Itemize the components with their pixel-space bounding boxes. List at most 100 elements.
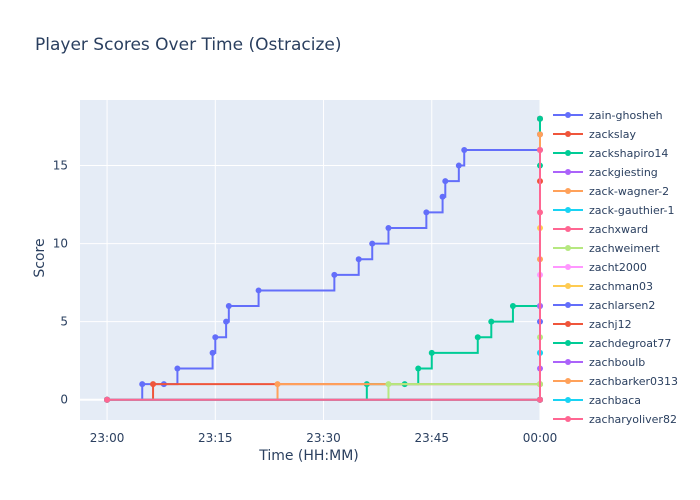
legend-label: zachweimert	[589, 242, 660, 255]
data-point	[255, 287, 262, 294]
legend-marker	[565, 378, 571, 384]
x-tick-label: 00:00	[523, 431, 558, 445]
legend-marker	[565, 112, 571, 118]
data-point	[174, 365, 181, 372]
legend-label: zackslay	[589, 128, 636, 141]
legend-item[interactable]: zachbarker0313	[553, 375, 678, 388]
legend-marker	[565, 302, 571, 308]
legend-item[interactable]: zachweimert	[553, 242, 660, 255]
series-zacharyoliver82	[104, 146, 543, 403]
data-point	[537, 146, 543, 153]
legend-marker	[565, 226, 571, 232]
legend-label: zain-ghosheh	[589, 109, 663, 122]
legend-label: zacharyoliver82	[589, 413, 677, 426]
legend-marker	[565, 150, 571, 156]
legend-label: zacht2000	[589, 261, 647, 274]
legend-marker	[565, 245, 571, 251]
data-point	[488, 318, 495, 325]
data-point	[139, 381, 146, 388]
legend-label: zack-wagner-2	[589, 185, 669, 198]
legend-item[interactable]: zackgiesting	[553, 166, 658, 179]
legend-label: zachxward	[589, 223, 648, 236]
data-point	[150, 381, 157, 388]
data-point	[331, 271, 338, 278]
legend-item[interactable]: zacht2000	[553, 261, 647, 274]
legend-label: zackgiesting	[589, 166, 658, 179]
data-point	[225, 303, 232, 310]
y-tick-label: 5	[60, 315, 68, 329]
legend-marker	[565, 283, 571, 289]
y-tick-label: 10	[53, 237, 68, 251]
y-axis-title: Score	[32, 238, 48, 277]
y-tick-label: 15	[53, 159, 68, 173]
data-point	[442, 178, 449, 185]
legend-item[interactable]: zachbaca	[553, 394, 641, 407]
data-point	[537, 396, 543, 403]
legend-item[interactable]: zachboulb	[553, 356, 645, 369]
data-point	[212, 334, 219, 341]
legend-marker	[565, 416, 571, 422]
data-point	[385, 381, 392, 388]
legend-item[interactable]: zackslay	[553, 128, 636, 141]
data-point	[355, 256, 362, 263]
legend-marker	[565, 131, 571, 137]
x-tick-label: 23:00	[90, 431, 125, 445]
legend-marker	[565, 169, 571, 175]
x-axis-title: Time (HH:MM)	[258, 448, 359, 464]
legend-label: zachdegroat77	[589, 337, 671, 350]
y-axis-ticks: 0 5 10 15	[53, 159, 68, 407]
x-tick-label: 23:45	[414, 431, 449, 445]
legend-item[interactable]: zackshapiro14	[553, 147, 668, 160]
data-point	[209, 349, 216, 356]
legend-marker	[565, 207, 571, 213]
legend-marker	[565, 359, 571, 365]
data-point	[439, 193, 446, 200]
legend-label: zachlarsen2	[589, 299, 655, 312]
y-tick-label: 0	[60, 393, 68, 407]
legend-item[interactable]: zachlarsen2	[553, 299, 655, 312]
series-layer	[104, 115, 543, 403]
chart-title: Player Scores Over Time (Ostracize)	[35, 35, 342, 55]
legend-label: zachj12	[589, 318, 632, 331]
data-point	[474, 334, 481, 341]
data-point	[537, 115, 543, 122]
data-point	[415, 365, 422, 372]
data-point	[509, 303, 516, 310]
legend-marker	[565, 340, 571, 346]
legend[interactable]: zain-ghosheh zackslay zackshapiro14 zackgie…	[553, 109, 678, 426]
data-point	[428, 349, 435, 356]
legend-label: zachbaca	[589, 394, 641, 407]
data-point	[423, 209, 430, 216]
plot-area	[80, 100, 540, 420]
legend-marker	[565, 321, 571, 327]
legend-marker	[565, 188, 571, 194]
series-line	[107, 118, 541, 401]
x-axis-ticks: 23:00 23:15 23:30 23:45 00:00	[90, 431, 558, 445]
legend-item[interactable]: zachdegroat77	[553, 337, 671, 350]
legend-item[interactable]: zacharyoliver82	[553, 413, 677, 426]
legend-item[interactable]: zachxward	[553, 223, 648, 236]
legend-label: zachman03	[589, 280, 653, 293]
data-point	[461, 146, 468, 153]
legend-label: zackshapiro14	[589, 147, 668, 160]
legend-marker	[565, 397, 571, 403]
legend-item[interactable]: zack-gauthier-1	[553, 204, 675, 217]
legend-item[interactable]: zack-wagner-2	[553, 185, 669, 198]
x-tick-label: 23:15	[198, 431, 233, 445]
legend-label: zachbarker0313	[589, 375, 678, 388]
x-tick-label: 23:30	[306, 431, 341, 445]
data-point	[369, 240, 376, 247]
data-point	[223, 318, 230, 325]
legend-label: zack-gauthier-1	[589, 204, 675, 217]
legend-item[interactable]: zachman03	[553, 280, 653, 293]
data-point	[455, 162, 462, 169]
data-point	[274, 381, 281, 388]
data-point	[385, 225, 392, 231]
legend-marker	[565, 264, 571, 270]
data-point	[104, 396, 111, 403]
data-point	[537, 131, 543, 138]
legend-item[interactable]: zain-ghosheh	[553, 109, 663, 122]
legend-item[interactable]: zachj12	[553, 318, 632, 331]
legend-label: zachboulb	[589, 356, 645, 369]
